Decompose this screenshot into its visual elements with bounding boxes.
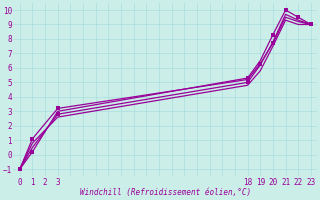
X-axis label: Windchill (Refroidissement éolien,°C): Windchill (Refroidissement éolien,°C)	[80, 188, 251, 197]
